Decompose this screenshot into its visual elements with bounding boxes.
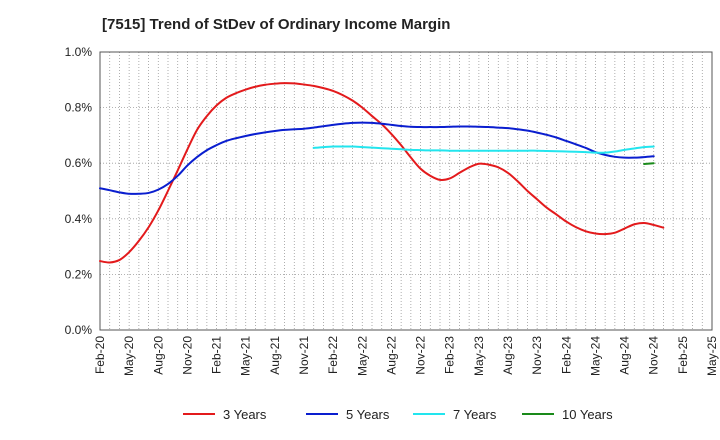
chart-title: [7515] Trend of StDev of Ordinary Income… [102, 16, 450, 33]
x-tick-label: May-22 [355, 336, 369, 376]
plot-border [99, 51, 713, 331]
y-tick-label: 0.0% [65, 323, 93, 337]
x-tick-label: Aug-20 [151, 336, 165, 375]
x-tick-label: Aug-21 [268, 336, 282, 375]
x-tick-label: Aug-24 [618, 336, 632, 375]
series-line-7-years [312, 145, 655, 154]
x-tick-label: Feb-24 [559, 336, 573, 374]
x-tick-label: Nov-24 [647, 336, 661, 375]
y-tick-label: 0.2% [65, 267, 93, 281]
x-tick-label: Feb-21 [210, 336, 224, 374]
y-tick-label: 0.4% [65, 212, 93, 226]
x-tick-label: Nov-22 [414, 336, 428, 375]
x-tick-label: Feb-22 [326, 336, 340, 374]
x-tick-label: Feb-25 [676, 336, 690, 374]
series-line-5-years [99, 121, 655, 195]
x-tick-label: Nov-20 [180, 336, 194, 375]
x-tick-label: Nov-21 [297, 336, 311, 375]
x-tick-label: May-23 [472, 336, 486, 376]
x-tick-label: Feb-20 [93, 336, 107, 374]
y-tick-label: 0.6% [65, 156, 93, 170]
legend-label-10-years: 10 Years [562, 407, 613, 422]
x-tick-label: May-24 [588, 336, 602, 376]
x-tick-label: Nov-23 [530, 336, 544, 375]
series-line-10-years [643, 162, 655, 166]
x-tick-label: Aug-22 [384, 336, 398, 375]
legend-label-5-years: 5 Years [346, 407, 390, 422]
legend: 3 Years 5 Years 7 Years 10 Years [183, 407, 613, 422]
plot-area: 0.0% 0.2% 0.4% 0.6% 0.8% 1.0% Feb-20 May-20 Aug-… [65, 45, 719, 376]
y-tick-label: 1.0% [65, 45, 93, 59]
legend-label-3-years: 3 Years [223, 407, 267, 422]
x-tick-label: Feb-23 [443, 336, 457, 374]
x-tick-label: May-25 [705, 336, 719, 376]
plot-background [100, 52, 712, 330]
x-tick-label: May-21 [239, 336, 253, 376]
y-tick-label: 0.8% [65, 101, 93, 115]
legend-label-7-years: 7 Years [453, 407, 497, 422]
x-tick-label: Aug-23 [501, 336, 515, 375]
x-tick-label: May-20 [122, 336, 136, 376]
